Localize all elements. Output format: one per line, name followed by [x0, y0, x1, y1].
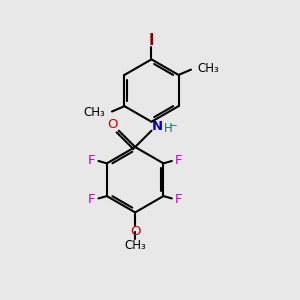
Text: O: O [107, 118, 118, 130]
Text: F: F [175, 154, 182, 167]
Text: CH₃: CH₃ [83, 106, 105, 119]
Text: O: O [130, 225, 140, 238]
Text: I: I [149, 32, 154, 47]
Text: F: F [175, 193, 182, 206]
Text: N: N [151, 120, 162, 133]
Text: F: F [88, 193, 95, 206]
Text: −: − [169, 121, 177, 130]
Text: F: F [88, 154, 95, 167]
Text: CH₃: CH₃ [198, 62, 220, 75]
Text: CH₃: CH₃ [124, 238, 146, 252]
Text: H: H [164, 122, 172, 135]
